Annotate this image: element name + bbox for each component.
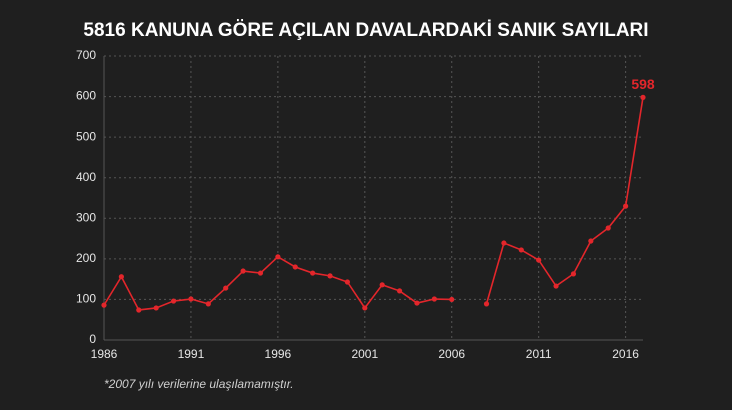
x-tick-label: 2006 [438, 347, 465, 361]
data-point [275, 254, 281, 260]
y-tick-label: 700 [76, 48, 96, 62]
data-point [431, 296, 437, 302]
data-point [327, 273, 333, 279]
data-point [188, 296, 194, 302]
data-point [536, 257, 542, 263]
footnote: *2007 yılı verilerine ulaşılamamıştır. [104, 377, 294, 391]
data-point [344, 279, 351, 285]
data-point [414, 300, 420, 306]
data-point [310, 270, 316, 276]
data-point [101, 302, 107, 308]
y-tick-label: 200 [76, 251, 96, 265]
data-point [205, 301, 211, 307]
x-tick-label: 1996 [265, 347, 292, 361]
y-tick-label: 300 [76, 210, 96, 224]
data-point [257, 270, 264, 276]
x-tick-label: 2016 [612, 347, 639, 361]
data-point [449, 296, 455, 303]
data-label: 598 [631, 76, 655, 92]
x-tick-label: 2011 [526, 347, 552, 361]
data-point [623, 203, 629, 209]
x-tick-label: 1986 [91, 347, 118, 361]
data-point [588, 238, 594, 244]
data-point [605, 225, 611, 231]
data-point [483, 301, 490, 307]
y-tick-label: 0 [89, 332, 96, 346]
y-tick-label: 400 [76, 170, 96, 184]
y-tick-label: 500 [76, 129, 96, 143]
data-point [518, 247, 524, 253]
data-point [223, 285, 229, 291]
y-tick-label: 100 [76, 292, 96, 306]
data-line [103, 97, 644, 311]
data-point [153, 305, 159, 311]
data-point [501, 240, 507, 246]
data-point [136, 307, 142, 313]
data-point [640, 94, 646, 100]
data-point [553, 283, 559, 289]
y-tick-label: 600 [76, 89, 96, 103]
data-point [118, 274, 124, 280]
data-point [292, 264, 298, 270]
data-point [379, 282, 385, 288]
x-tick-label: 2001 [351, 347, 378, 361]
data-point [570, 271, 577, 277]
data-point [170, 298, 177, 304]
chart-title: 5816 KANUNA GÖRE AÇILAN DAVALARDAKİ SANI… [83, 20, 648, 41]
x-tick-label: 1991 [178, 347, 205, 361]
data-point [240, 268, 246, 274]
data-point [362, 305, 368, 311]
data-point [396, 288, 403, 294]
